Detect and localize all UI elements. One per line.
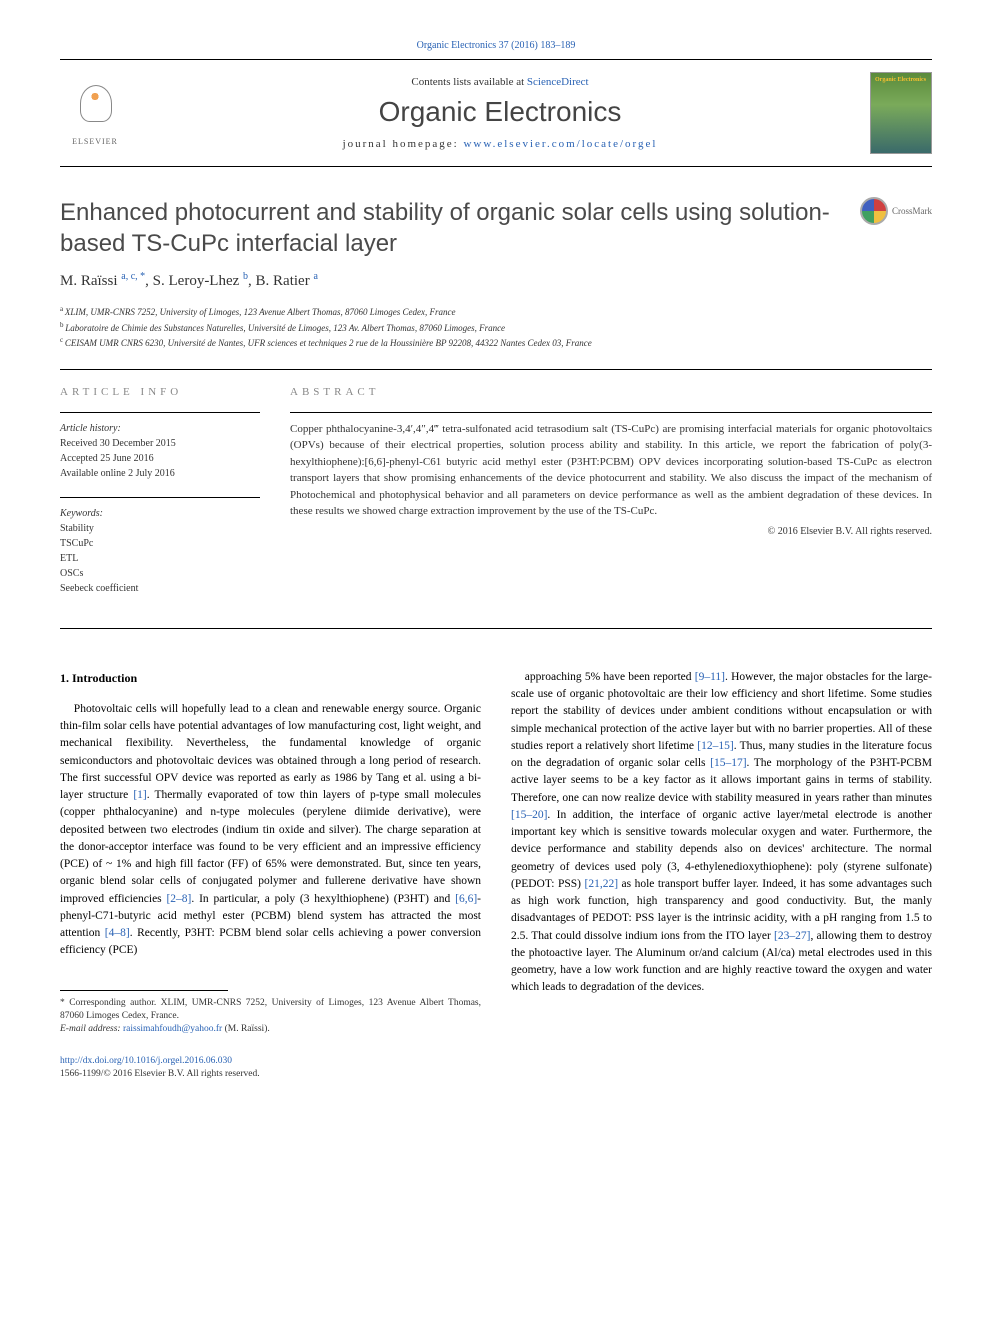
email-tail: (M. Raïssi). — [222, 1024, 270, 1034]
body-columns: 1. Introduction Photovoltaic cells will … — [60, 669, 932, 1081]
journal-citation-link[interactable]: Organic Electronics 37 (2016) 183–189 — [60, 40, 932, 51]
abstract-heading: ABSTRACT — [290, 386, 932, 398]
cover-text: Organic Electronics — [875, 77, 926, 84]
elsevier-label: ELSEVIER — [72, 137, 118, 146]
abstract-copyright: © 2016 Elsevier B.V. All rights reserved… — [290, 526, 932, 537]
body-column-right: approaching 5% have been reported [9–11]… — [511, 669, 932, 1081]
citation-link[interactable]: [9–11] — [695, 671, 725, 683]
contents-lists-line: Contents lists available at ScienceDirec… — [130, 76, 870, 88]
journal-header: ELSEVIER Contents lists available at Sci… — [60, 59, 932, 167]
intro-heading: 1. Introduction — [60, 669, 481, 687]
corresponding-author-note: * Corresponding author. XLIM, UMR-CNRS 7… — [60, 997, 481, 1024]
homepage-pre: journal homepage: — [343, 138, 464, 150]
page-footer: http://dx.doi.org/10.1016/j.orgel.2016.0… — [60, 1055, 481, 1082]
issn-copyright-line: 1566-1199/© 2016 Elsevier B.V. All right… — [60, 1068, 481, 1081]
contents-pre: Contents lists available at — [411, 76, 526, 88]
keywords-label: Keywords: — [60, 506, 260, 521]
citation-link[interactable]: [23–27] — [774, 930, 810, 942]
citation-link[interactable]: [1] — [133, 789, 146, 801]
body-paragraph: approaching 5% have been reported [9–11]… — [511, 669, 932, 997]
article-title: Enhanced photocurrent and stability of o… — [60, 197, 860, 259]
sciencedirect-link[interactable]: ScienceDirect — [527, 76, 589, 88]
history-label: Article history: — [60, 421, 260, 436]
footnotes: * Corresponding author. XLIM, UMR-CNRS 7… — [60, 997, 481, 1037]
authors-line: M. Raïssi a, c, *, S. Leroy-Lhez b, B. R… — [60, 271, 932, 290]
elsevier-logo[interactable]: ELSEVIER — [60, 73, 130, 153]
citation-link[interactable]: [15–20] — [511, 809, 547, 821]
journal-name: Organic Electronics — [130, 96, 870, 128]
citation-link[interactable]: [2–8] — [166, 893, 191, 905]
abstract-column: ABSTRACT Copper phthalocyanine-3,4′,4″,4… — [290, 386, 932, 612]
crossmark-icon — [860, 197, 888, 225]
article-history-block: Article history: Received 30 December 20… — [60, 421, 260, 481]
doi-link[interactable]: http://dx.doi.org/10.1016/j.orgel.2016.0… — [60, 1055, 481, 1068]
crossmark-label: CrossMark — [892, 206, 932, 216]
citation-link[interactable]: [6,6] — [455, 893, 477, 905]
email-line: E-mail address: raissimahfoudh@yahoo.fr … — [60, 1023, 481, 1036]
citation-link[interactable]: [15–17] — [710, 757, 746, 769]
abstract-text: Copper phthalocyanine-3,4′,4″,4‴ tetra-s… — [290, 421, 932, 520]
affiliations: a XLIM, UMR-CNRS 7252, University of Lim… — [60, 304, 932, 351]
citation-link[interactable]: [4–8] — [105, 927, 130, 939]
crossmark-badge[interactable]: CrossMark — [860, 197, 932, 225]
footnote-divider — [60, 990, 228, 991]
email-label: E-mail address: — [60, 1024, 123, 1034]
keywords-block: Keywords: StabilityTSCuPcETLOSCsSeebeck … — [60, 506, 260, 596]
body-paragraph: Photovoltaic cells will hopefully lead t… — [60, 701, 481, 960]
body-column-left: 1. Introduction Photovoltaic cells will … — [60, 669, 481, 1081]
citation-link[interactable]: [12–15] — [697, 740, 733, 752]
journal-cover-thumbnail[interactable]: Organic Electronics — [870, 72, 932, 154]
header-center: Contents lists available at ScienceDirec… — [130, 76, 870, 150]
email-link[interactable]: raissimahfoudh@yahoo.fr — [123, 1024, 222, 1034]
elsevier-tree-icon — [70, 80, 120, 135]
citation-link[interactable]: [21,22] — [584, 878, 618, 890]
homepage-line: journal homepage: www.elsevier.com/locat… — [130, 138, 870, 150]
homepage-link[interactable]: www.elsevier.com/locate/orgel — [463, 138, 657, 150]
article-info-heading: ARTICLE INFO — [60, 386, 260, 398]
article-info-column: ARTICLE INFO Article history: Received 3… — [60, 386, 260, 612]
